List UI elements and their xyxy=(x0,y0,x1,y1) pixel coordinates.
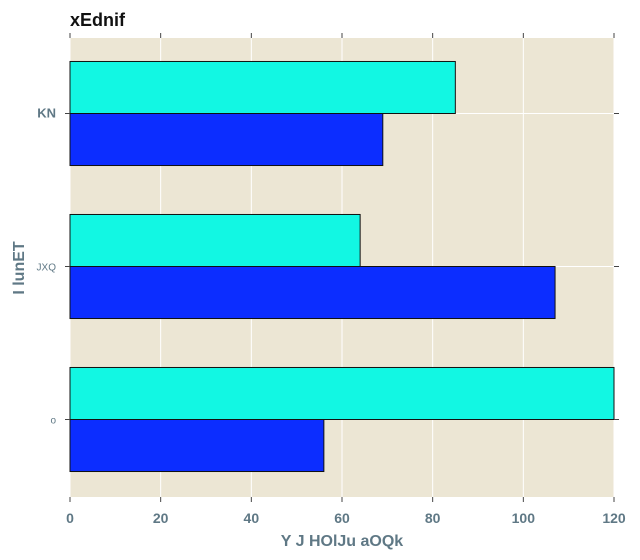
y-tick-label: JXQ xyxy=(37,263,57,274)
x-tick-label: 0 xyxy=(66,510,74,526)
x-tick-label: 120 xyxy=(602,510,626,526)
chart-title: xEdnif xyxy=(70,10,126,30)
y-tick-label: KN xyxy=(37,106,56,121)
x-tick-label: 40 xyxy=(244,510,260,526)
x-tick-label: 20 xyxy=(153,510,169,526)
bar-series-1-1 xyxy=(70,114,383,166)
y-tick-label: o xyxy=(50,416,56,427)
x-tick-label: 80 xyxy=(425,510,441,526)
bar-series-2-2 xyxy=(70,214,360,266)
x-axis-label: Y J HOlJu aOQk xyxy=(281,533,404,550)
bar-series-1-3 xyxy=(70,420,324,472)
x-tick-label: 100 xyxy=(512,510,536,526)
bar-series-2-1 xyxy=(70,61,455,113)
x-tick-label: 60 xyxy=(334,510,350,526)
bar-series-2-3 xyxy=(70,367,614,419)
bar-series-1-2 xyxy=(70,267,555,319)
y-axis-label: I lunET xyxy=(11,241,28,295)
